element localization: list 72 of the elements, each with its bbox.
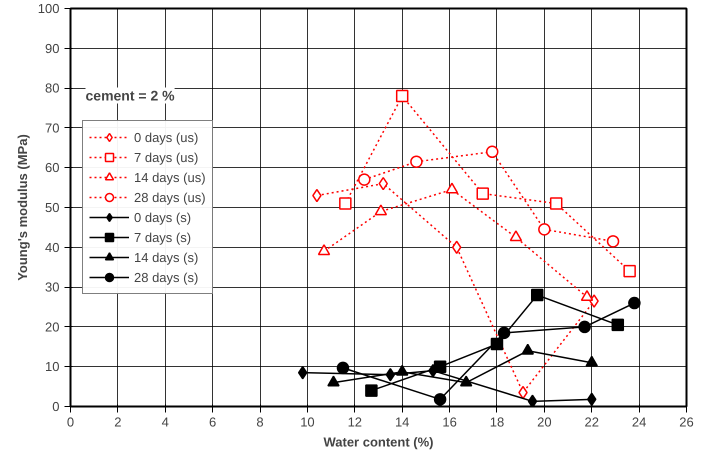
point: [522, 344, 534, 355]
point: [578, 320, 591, 334]
x-tick-label: 12: [348, 414, 362, 430]
point: [298, 366, 308, 380]
point: [434, 360, 446, 373]
point: [460, 376, 472, 387]
y-tick-label: 100: [38, 1, 60, 16]
point: [312, 188, 322, 202]
y-tick-label: 20: [45, 319, 60, 334]
x-tick-label: 4: [162, 414, 169, 430]
legend-label: 0 days (s): [134, 210, 192, 224]
x-tick-label: 0: [66, 414, 74, 430]
legend-label: 0 days (us): [134, 130, 198, 144]
x-tick-label: 20: [537, 414, 552, 430]
point: [434, 393, 446, 406]
x-tick-label: 24: [632, 414, 646, 430]
x-tick-label: 8: [256, 414, 264, 430]
y-tick-label: 50: [45, 200, 60, 215]
y-axis-title: Young's modulus (MPa): [14, 134, 30, 281]
x-tick-label: 26: [679, 414, 694, 430]
x-tick-label: 16: [442, 414, 457, 430]
point: [318, 244, 330, 256]
point: [550, 197, 562, 210]
point: [374, 204, 388, 216]
point: [606, 235, 620, 248]
legend-label: 14 days (s): [134, 250, 198, 264]
x-tick-label: 10: [300, 414, 315, 430]
point: [530, 288, 544, 302]
x-axis-title: Water content (%): [323, 434, 434, 450]
x-tick-label: 18: [490, 414, 504, 430]
point: [518, 386, 528, 400]
x-tick-label: 14: [394, 414, 410, 430]
legend-label: 14 days (us): [134, 170, 206, 184]
point: [528, 394, 538, 406]
point: [358, 173, 371, 186]
point: [446, 182, 458, 194]
point: [510, 230, 522, 242]
y-tick-label: 90: [45, 40, 60, 56]
legend-label: 7 days (s): [134, 230, 192, 244]
point: [580, 290, 594, 301]
x-tick-label: 6: [209, 414, 216, 430]
point: [486, 146, 498, 158]
point: [498, 326, 510, 340]
x-tick-label: 22: [584, 414, 599, 430]
point: [336, 362, 350, 374]
y-tick-label: 40: [45, 240, 60, 255]
y-tick-label: 70: [45, 120, 60, 136]
point: [612, 318, 624, 332]
point: [452, 240, 462, 254]
y-tick-label: 80: [45, 80, 60, 96]
point: [396, 364, 408, 376]
legend-label: 28 days (s): [134, 270, 198, 284]
x-tick-label: 2: [114, 414, 122, 430]
y-tick-label: 0: [52, 399, 60, 414]
point: [365, 384, 378, 397]
y-tick-label: 10: [45, 359, 60, 374]
annotation: cement = 2 %: [86, 88, 176, 104]
point: [623, 264, 636, 278]
point: [585, 356, 598, 367]
point: [628, 296, 641, 310]
point: [396, 90, 408, 102]
y-tick-label: 60: [45, 160, 60, 176]
legend-label: 7 days (us): [134, 150, 198, 164]
point: [378, 176, 388, 190]
point: [538, 223, 551, 236]
point: [476, 187, 489, 200]
legend-label: 28 days (us): [134, 190, 206, 204]
y-tick-label: 30: [45, 280, 60, 295]
point: [410, 155, 423, 168]
point: [339, 197, 352, 210]
point: [327, 376, 340, 387]
point: [586, 392, 596, 406]
